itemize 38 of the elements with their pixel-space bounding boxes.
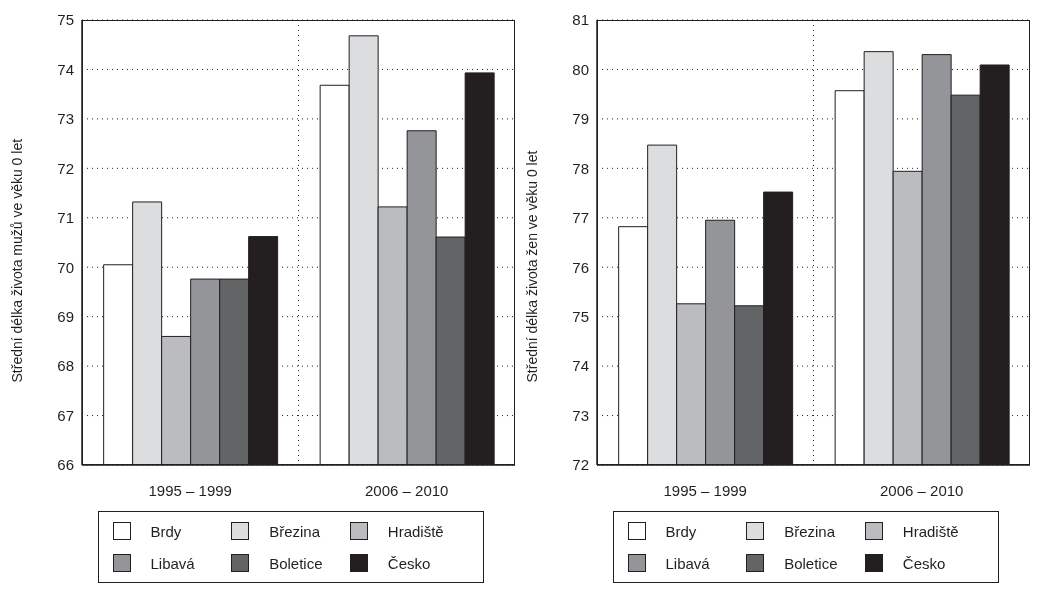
y-tick-label: 73	[572, 406, 589, 424]
y-tick-label: 71	[57, 209, 74, 227]
legend-label: Boletice	[784, 554, 838, 572]
y-tick-label: 78	[572, 159, 589, 177]
legend-label: Brdy	[665, 522, 697, 540]
legend-label: Boletice	[269, 554, 323, 572]
legend-label: Česko	[902, 554, 946, 572]
x-tick-label: 1995 – 1999	[663, 481, 747, 499]
x-tick-label: 2006 – 2010	[365, 481, 449, 499]
legend-label: Hradiště	[387, 522, 444, 540]
y-axis-title: Střední délka života mužů ve věku 0 let	[8, 138, 25, 383]
legend-label: Libavá	[665, 554, 710, 572]
y-tick-label: 74	[572, 357, 589, 375]
y-tick-label: 75	[572, 307, 589, 325]
y-tick-label: 72	[57, 159, 74, 177]
legend-label: Březina	[784, 522, 836, 540]
legend-label: Hradiště	[902, 522, 959, 540]
legend-label: Česko	[387, 554, 431, 572]
y-tick-label: 80	[572, 60, 589, 78]
y-tick-label: 72	[572, 456, 589, 474]
x-tick-label: 2006 – 2010	[880, 481, 964, 499]
y-tick-label: 79	[572, 110, 589, 128]
x-tick-label: 1995 – 1999	[148, 481, 232, 499]
y-tick-label: 73	[57, 110, 74, 128]
legend-label: Brdy	[150, 522, 182, 540]
legend-label: Březina	[269, 522, 321, 540]
y-tick-label: 70	[57, 258, 74, 276]
y-tick-label: 68	[57, 357, 74, 375]
y-tick-label: 74	[57, 60, 74, 78]
y-tick-label: 67	[57, 406, 74, 424]
y-tick-label: 66	[57, 456, 74, 474]
y-tick-label: 75	[57, 11, 74, 29]
y-tick-label: 77	[572, 209, 589, 227]
y-tick-label: 81	[572, 11, 589, 29]
y-tick-label: 69	[57, 307, 74, 325]
legend-label: Libavá	[150, 554, 195, 572]
y-axis-title: Střední délka života žen ve věku 0 let	[523, 150, 540, 383]
y-tick-label: 76	[572, 258, 589, 276]
